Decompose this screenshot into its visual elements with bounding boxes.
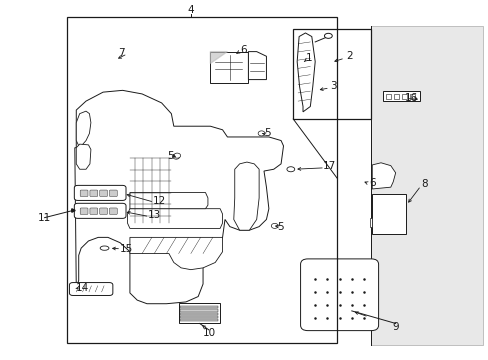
Text: 11: 11: [38, 213, 51, 222]
Polygon shape: [369, 218, 371, 226]
FancyBboxPatch shape: [300, 259, 378, 330]
Text: 7: 7: [118, 48, 124, 58]
Polygon shape: [130, 237, 222, 270]
FancyBboxPatch shape: [80, 190, 88, 197]
FancyBboxPatch shape: [69, 283, 113, 296]
Text: 5: 5: [264, 129, 271, 138]
Text: 17: 17: [323, 161, 336, 171]
Polygon shape: [210, 51, 227, 63]
Circle shape: [172, 154, 179, 159]
Polygon shape: [76, 111, 91, 148]
Text: 13: 13: [147, 210, 161, 220]
Text: 4: 4: [187, 5, 194, 15]
FancyBboxPatch shape: [74, 185, 126, 201]
Text: 5: 5: [167, 150, 173, 161]
Text: 16: 16: [404, 93, 418, 103]
Ellipse shape: [100, 246, 109, 250]
Polygon shape: [370, 26, 483, 345]
Polygon shape: [297, 33, 315, 112]
Polygon shape: [371, 163, 395, 189]
Text: 5: 5: [276, 222, 283, 231]
Circle shape: [258, 131, 264, 136]
Circle shape: [271, 224, 278, 228]
Text: 15: 15: [119, 244, 132, 254]
FancyBboxPatch shape: [100, 190, 107, 197]
Polygon shape: [75, 90, 283, 304]
Text: 2: 2: [346, 51, 352, 61]
Polygon shape: [180, 310, 217, 312]
Bar: [386, 94, 390, 99]
FancyBboxPatch shape: [80, 208, 88, 215]
Text: 8: 8: [421, 179, 427, 189]
FancyBboxPatch shape: [109, 190, 117, 197]
Polygon shape: [180, 313, 217, 315]
Polygon shape: [76, 144, 91, 169]
Polygon shape: [180, 306, 217, 309]
Ellipse shape: [286, 167, 294, 172]
Bar: [409, 94, 414, 99]
FancyBboxPatch shape: [109, 208, 117, 215]
Text: 6: 6: [368, 178, 375, 188]
Polygon shape: [248, 51, 266, 80]
Text: 12: 12: [152, 196, 165, 206]
Text: 6: 6: [240, 45, 246, 55]
Text: 9: 9: [391, 322, 398, 332]
FancyBboxPatch shape: [100, 208, 107, 215]
Bar: [401, 94, 406, 99]
Polygon shape: [180, 316, 217, 318]
FancyBboxPatch shape: [90, 190, 98, 197]
Bar: [178, 303, 220, 323]
Text: 3: 3: [330, 81, 336, 91]
Bar: [371, 194, 406, 234]
Polygon shape: [180, 319, 217, 321]
Text: 14: 14: [76, 283, 89, 293]
Bar: [293, 30, 370, 119]
Text: 10: 10: [202, 328, 215, 338]
Polygon shape: [233, 162, 259, 230]
Polygon shape: [127, 209, 222, 228]
Text: 1: 1: [305, 53, 312, 63]
Bar: [210, 51, 248, 83]
Polygon shape: [130, 193, 207, 209]
Bar: [66, 17, 336, 343]
Circle shape: [173, 153, 180, 158]
FancyBboxPatch shape: [90, 208, 98, 215]
Ellipse shape: [324, 33, 331, 39]
Bar: [393, 94, 398, 99]
Polygon shape: [307, 264, 370, 325]
Bar: [383, 91, 419, 101]
FancyBboxPatch shape: [74, 203, 126, 219]
